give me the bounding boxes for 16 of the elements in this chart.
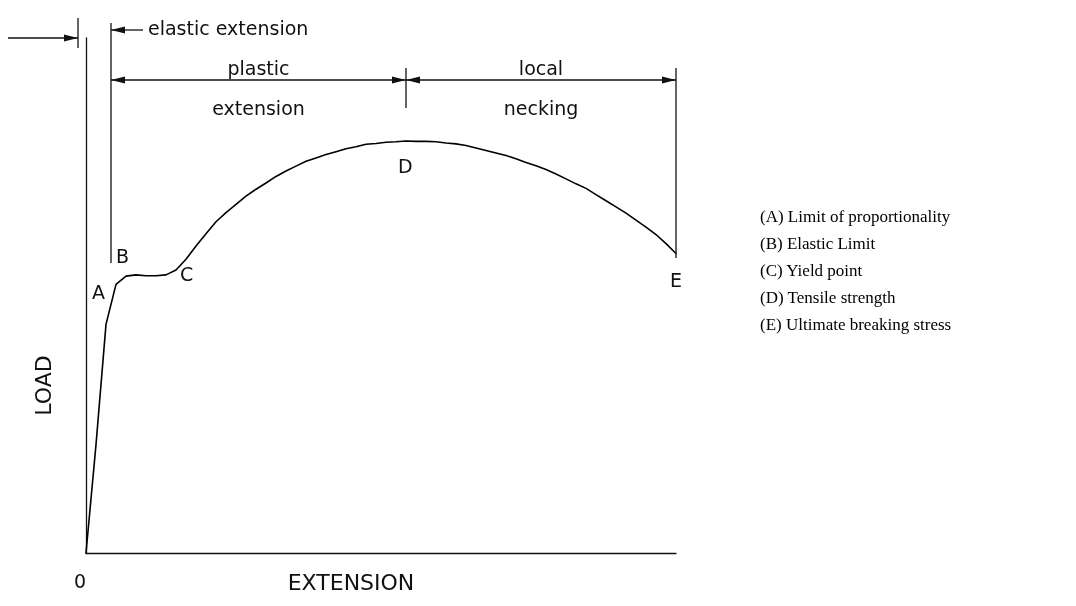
annotation: E [670,268,683,291]
text: (C) Yield point [760,261,863,280]
text: (B) Elastic Limit [760,234,876,253]
y-axis-title: LOAD [30,355,56,416]
text: 0 [74,569,87,592]
text: local necking [503,57,579,119]
annotation: C [180,262,194,285]
x-axis-title: EXTENSION [287,569,415,595]
annotation: B [116,244,130,267]
text: (A) Limit of proportionality [760,207,951,226]
annotation: D [398,154,413,177]
text: (D) Tensile strength [760,288,896,307]
text: plastic extension [212,57,305,119]
text: (E) Ultimate breaking stress [760,315,952,334]
annotation: A [92,280,105,303]
text: elastic extension [148,16,309,39]
